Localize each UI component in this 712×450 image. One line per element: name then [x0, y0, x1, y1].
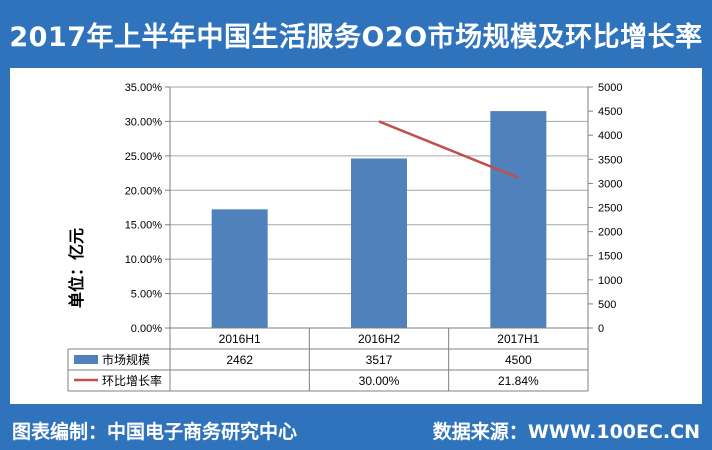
data-label: 2462 — [226, 353, 253, 367]
bar — [490, 111, 547, 328]
y-left-tick-label: 5.00% — [131, 289, 162, 301]
y-right-tick-label: 1500 — [598, 251, 622, 263]
data-table: 2016H1 2016H2 2017H1 市场规模 2462 3517 4500 环比增长率 3… — [67, 327, 589, 392]
axis-layer: 0.00% 5.00% 10.00% 15.00% 20.00% 25.00% 30.00%… — [125, 82, 623, 335]
data-label: 3517 — [366, 353, 393, 367]
line-layer — [378, 120, 519, 179]
legend-swatch-bar — [74, 355, 98, 364]
chart: 0.00% 5.00% 10.00% 15.00% 20.00% 25.00% 30.00%… — [67, 82, 623, 392]
data-label: 4500 — [505, 353, 532, 367]
x-tick-label: 2016H2 — [358, 332, 400, 346]
chart-panel: 0.00% 5.00% 10.00% 15.00% 20.00% 25.00% 30.00%… — [10, 68, 702, 404]
y-right-tick-label: 500 — [598, 299, 616, 311]
y-right-tick-label: 4500 — [598, 106, 622, 118]
x-tick-label: 2016H1 — [219, 332, 261, 346]
y-left-tick-label: 10.00% — [125, 254, 163, 266]
title-bar: 2017年上半年中国生活服务O2O市场规模及环比增长率 — [0, 0, 712, 68]
y-right-tick-label: 2000 — [598, 227, 622, 239]
y-right-tick-label: 4000 — [598, 130, 622, 142]
y-right-tick-label: 2500 — [598, 203, 622, 215]
bar — [351, 158, 407, 328]
y-left-tick-label: 25.00% — [125, 151, 163, 163]
y-axis-label: 单位：亿元 — [67, 228, 86, 308]
growth-rate-line — [378, 120, 519, 179]
legend-label: 市场规模 — [102, 352, 150, 367]
legend-label: 环比增长率 — [102, 373, 162, 388]
page-title: 2017年上半年中国生活服务O2O市场规模及环比增长率 — [9, 21, 703, 53]
footer-credit-value: 中国电子商务研究中心 — [107, 421, 298, 443]
footer-source: 数据来源：WWW.100EC.CN — [433, 417, 700, 444]
bar — [211, 209, 268, 328]
footer: 图表编制：中国电子商务研究中心 数据来源：WWW.100EC.CN — [0, 404, 712, 450]
data-label: 21.84% — [498, 374, 539, 388]
y-right-tick-label: 1000 — [598, 275, 622, 287]
y-left-tick-label: 15.00% — [125, 220, 163, 232]
bar-layer — [211, 111, 547, 328]
y-right-tick-label: 3000 — [598, 178, 622, 190]
footer-source-label: 数据来源： — [432, 421, 528, 443]
y-left-tick-label: 30.00% — [125, 116, 163, 128]
x-tick-label: 2017H1 — [497, 332, 539, 346]
y-left-tick-label: 0.00% — [131, 323, 162, 335]
y-left-tick-label: 20.00% — [125, 185, 163, 197]
y-right-tick-label: 3500 — [598, 154, 622, 166]
footer-credit: 图表编制：中国电子商务研究中心 — [12, 417, 297, 444]
footer-credit-label: 图表编制： — [12, 421, 108, 443]
y-left-tick-label: 35.00% — [125, 82, 163, 94]
data-label: 30.00% — [359, 374, 400, 388]
footer-source-value: WWW.100EC.CN — [527, 421, 700, 443]
y-right-tick-label: 0 — [598, 323, 604, 335]
y-right-tick-label: 5000 — [598, 82, 622, 94]
